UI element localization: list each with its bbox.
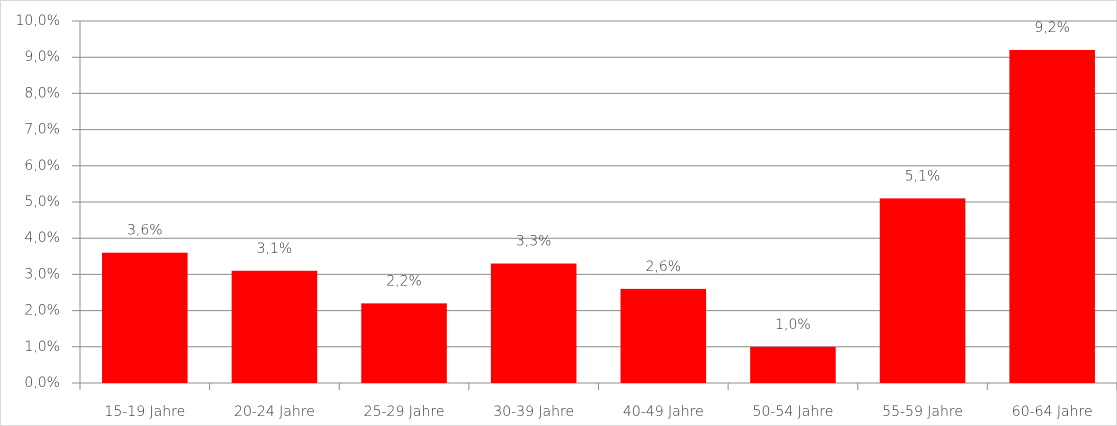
y-tick-label: 0,0% [24,375,60,391]
value-label: 9,2% [1034,20,1070,36]
y-tick-label: 7,0% [24,122,60,138]
bar [231,270,318,383]
value-label: 3,1% [257,241,293,257]
bar [1009,49,1095,384]
x-tick-label: 60-64 Jahre [1012,404,1093,420]
y-tick-label: 3,0% [24,266,60,282]
x-tick-label: 50-54 Jahre [753,404,834,420]
value-label: 5,1% [905,168,941,184]
bar [361,303,447,383]
y-tick-label: 8,0% [24,85,60,101]
bar [490,263,577,383]
x-tick-label: 15-19 Jahre [104,404,185,420]
value-label: 1,0% [775,317,811,333]
value-label: 2,2% [386,273,422,289]
value-label: 2,6% [646,259,682,275]
x-tick-label: 40-49 Jahre [623,404,704,420]
value-label: 3,3% [516,234,552,250]
x-tick-label: 30-39 Jahre [493,404,574,420]
y-tick-label: 10,0% [16,13,60,29]
y-tick-label: 2,0% [24,303,60,319]
bar [620,288,707,383]
y-tick-label: 6,0% [24,158,60,174]
bar [879,198,966,383]
y-tick-label: 1,0% [24,339,60,355]
y-tick-label: 5,0% [24,194,60,210]
x-tick-label: 55-59 Jahre [882,404,963,420]
bar [102,252,188,383]
y-tick-label: 4,0% [24,230,60,246]
y-tick-label: 9,0% [24,49,60,65]
value-label: 3,6% [127,223,163,239]
x-tick-label: 25-29 Jahre [364,404,445,420]
bar [750,346,836,383]
x-tick-label: 20-24 Jahre [234,404,315,420]
